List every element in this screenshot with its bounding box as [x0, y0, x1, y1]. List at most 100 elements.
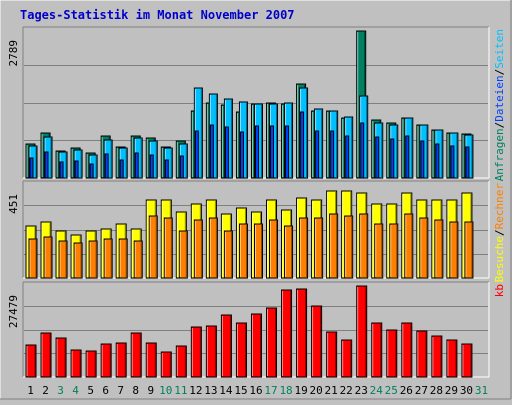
bar-kb-day-9 [145, 342, 157, 378]
x-tick-label: 20 [310, 384, 323, 397]
bar-kb-day-4 [70, 349, 82, 378]
bar-dateien-day-29-fill [450, 145, 455, 179]
bar-dateien-day-15 [239, 131, 244, 179]
x-tick-label: 26 [400, 384, 413, 397]
bar-kb-day-30-fill [461, 343, 473, 378]
bar-rechner-day-26 [404, 213, 414, 279]
bar-kb-day-9-fill [145, 342, 157, 378]
bar-kb-day-22-fill [341, 339, 353, 378]
bar-rechner-day-15 [238, 223, 248, 279]
bar-kb-day-23 [356, 285, 368, 378]
bar-rechner-day-15-fill [238, 223, 248, 279]
bar-kb-day-25 [386, 329, 398, 378]
x-tick-label: 10 [159, 384, 172, 397]
bar-kb-day-2-fill [40, 332, 52, 378]
bar-dateien-day-12 [194, 130, 199, 179]
bar-rechner-day-24-fill [374, 223, 384, 279]
bar-rechner-day-4-fill [73, 242, 83, 279]
bar-rechner-day-7-fill [118, 238, 128, 279]
bar-dateien-day-6-fill [104, 153, 109, 179]
bar-dateien-day-1 [29, 157, 34, 179]
panel-visits-legend: Besuche/Rechner [493, 183, 506, 283]
bar-rechner-day-2 [43, 236, 53, 279]
bar-rechner-day-8-fill [133, 240, 143, 279]
bar-rechner-day-27 [419, 217, 429, 279]
chart-title: Tages-Statistik im Monat November 2007 [20, 8, 295, 22]
bar-rechner-day-13-fill [208, 217, 218, 279]
bar-dateien-day-12-fill [194, 130, 199, 179]
bar-rechner-day-8 [133, 240, 143, 279]
bar-dateien-day-30-fill [465, 146, 470, 179]
bar-rechner-day-6-fill [103, 238, 113, 279]
bar-kb-day-18-fill [281, 289, 293, 378]
bar-rechner-day-11-fill [178, 230, 188, 279]
bar-kb-day-11 [175, 345, 187, 378]
x-tick-label: 18 [279, 384, 292, 397]
bar-dateien-day-19 [300, 111, 305, 179]
bar-kb-day-17-fill [266, 307, 278, 378]
bar-dateien-day-26 [405, 135, 410, 179]
bar-kb-day-28-fill [431, 335, 443, 378]
bar-rechner-day-9-fill [148, 215, 158, 279]
bar-kb-day-5-fill [85, 350, 97, 378]
bar-dateien-day-15-fill [239, 131, 244, 179]
x-tick-label: 11 [174, 384, 187, 397]
bar-rechner-day-19 [299, 217, 309, 279]
bar-rechner-day-10 [163, 217, 173, 279]
x-axis-labels: 1 2 3 4 5 6 7 8 9 10 11 12 13 14 15 16 17 18 19 20 21 22 23 24 2… [27, 384, 488, 397]
bar-dateien-day-16 [254, 125, 259, 179]
bar-kb-day-2 [40, 332, 52, 378]
bar-dateien-day-27 [420, 140, 425, 179]
bar-rechner-day-20-fill [314, 217, 324, 279]
bar-dateien-day-22-fill [345, 135, 350, 179]
bar-rechner-day-12-fill [193, 219, 203, 279]
bar-dateien-day-6 [104, 153, 109, 179]
bar-rechner-day-28 [434, 219, 444, 279]
bar-dateien-day-19-fill [300, 111, 305, 179]
bar-dateien-day-8 [134, 152, 139, 179]
bar-kb-day-11-fill [175, 345, 187, 378]
x-tick-label: 31 [475, 384, 488, 397]
x-tick-label: 9 [147, 384, 154, 397]
bar-kb-day-25-fill [386, 329, 398, 378]
bar-rechner-day-27-fill [419, 217, 429, 279]
bar-kb-day-17 [266, 307, 278, 378]
bar-rechner-day-4 [73, 242, 83, 279]
bar-dateien-day-11 [179, 155, 184, 179]
bar-rechner-day-17 [269, 219, 279, 279]
panel-visits-max-label: 451 [7, 194, 20, 214]
x-tick-label: 4 [72, 384, 79, 397]
x-tick-label: 1 [27, 384, 34, 397]
bar-rechner-day-3-fill [58, 240, 68, 279]
bar-dateien-day-24 [375, 136, 380, 179]
bar-kb-day-20-fill [311, 305, 323, 378]
x-tick-label: 16 [249, 384, 262, 397]
bar-dateien-day-13-fill [209, 124, 214, 179]
bar-rechner-day-12 [193, 219, 203, 279]
bar-kb-day-5 [85, 350, 97, 378]
bar-dateien-day-9-fill [149, 154, 154, 179]
bar-rechner-day-24 [374, 223, 384, 279]
x-tick-label: 15 [234, 384, 247, 397]
bar-rechner-day-17-fill [269, 219, 279, 279]
bar-kb-day-23-fill [356, 285, 368, 378]
bar-dateien-day-25-fill [390, 138, 395, 179]
bar-kb-day-13 [205, 325, 217, 378]
bar-rechner-day-18 [284, 225, 294, 279]
bar-dateien-day-21 [330, 130, 335, 179]
x-tick-label: 3 [57, 384, 64, 397]
bar-kb-day-12-fill [190, 326, 202, 378]
bar-dateien-day-10 [164, 159, 169, 179]
bar-kb-day-1-fill [25, 344, 37, 378]
panel-kbytes-legend: kb [493, 284, 506, 297]
bar-kb-day-8-fill [130, 332, 142, 378]
bar-kb-day-7-fill [115, 342, 127, 378]
x-tick-label: 12 [189, 384, 202, 397]
panel-kbytes-legend-item: kb [493, 284, 506, 297]
panel-kbytes-max-label: 27479 [7, 295, 20, 328]
panel-visits-legend-item: Rechner [493, 183, 506, 230]
bar-dateien-day-22 [345, 135, 350, 179]
bar-rechner-day-18-fill [284, 225, 294, 279]
bar-kb-day-24 [371, 322, 383, 378]
